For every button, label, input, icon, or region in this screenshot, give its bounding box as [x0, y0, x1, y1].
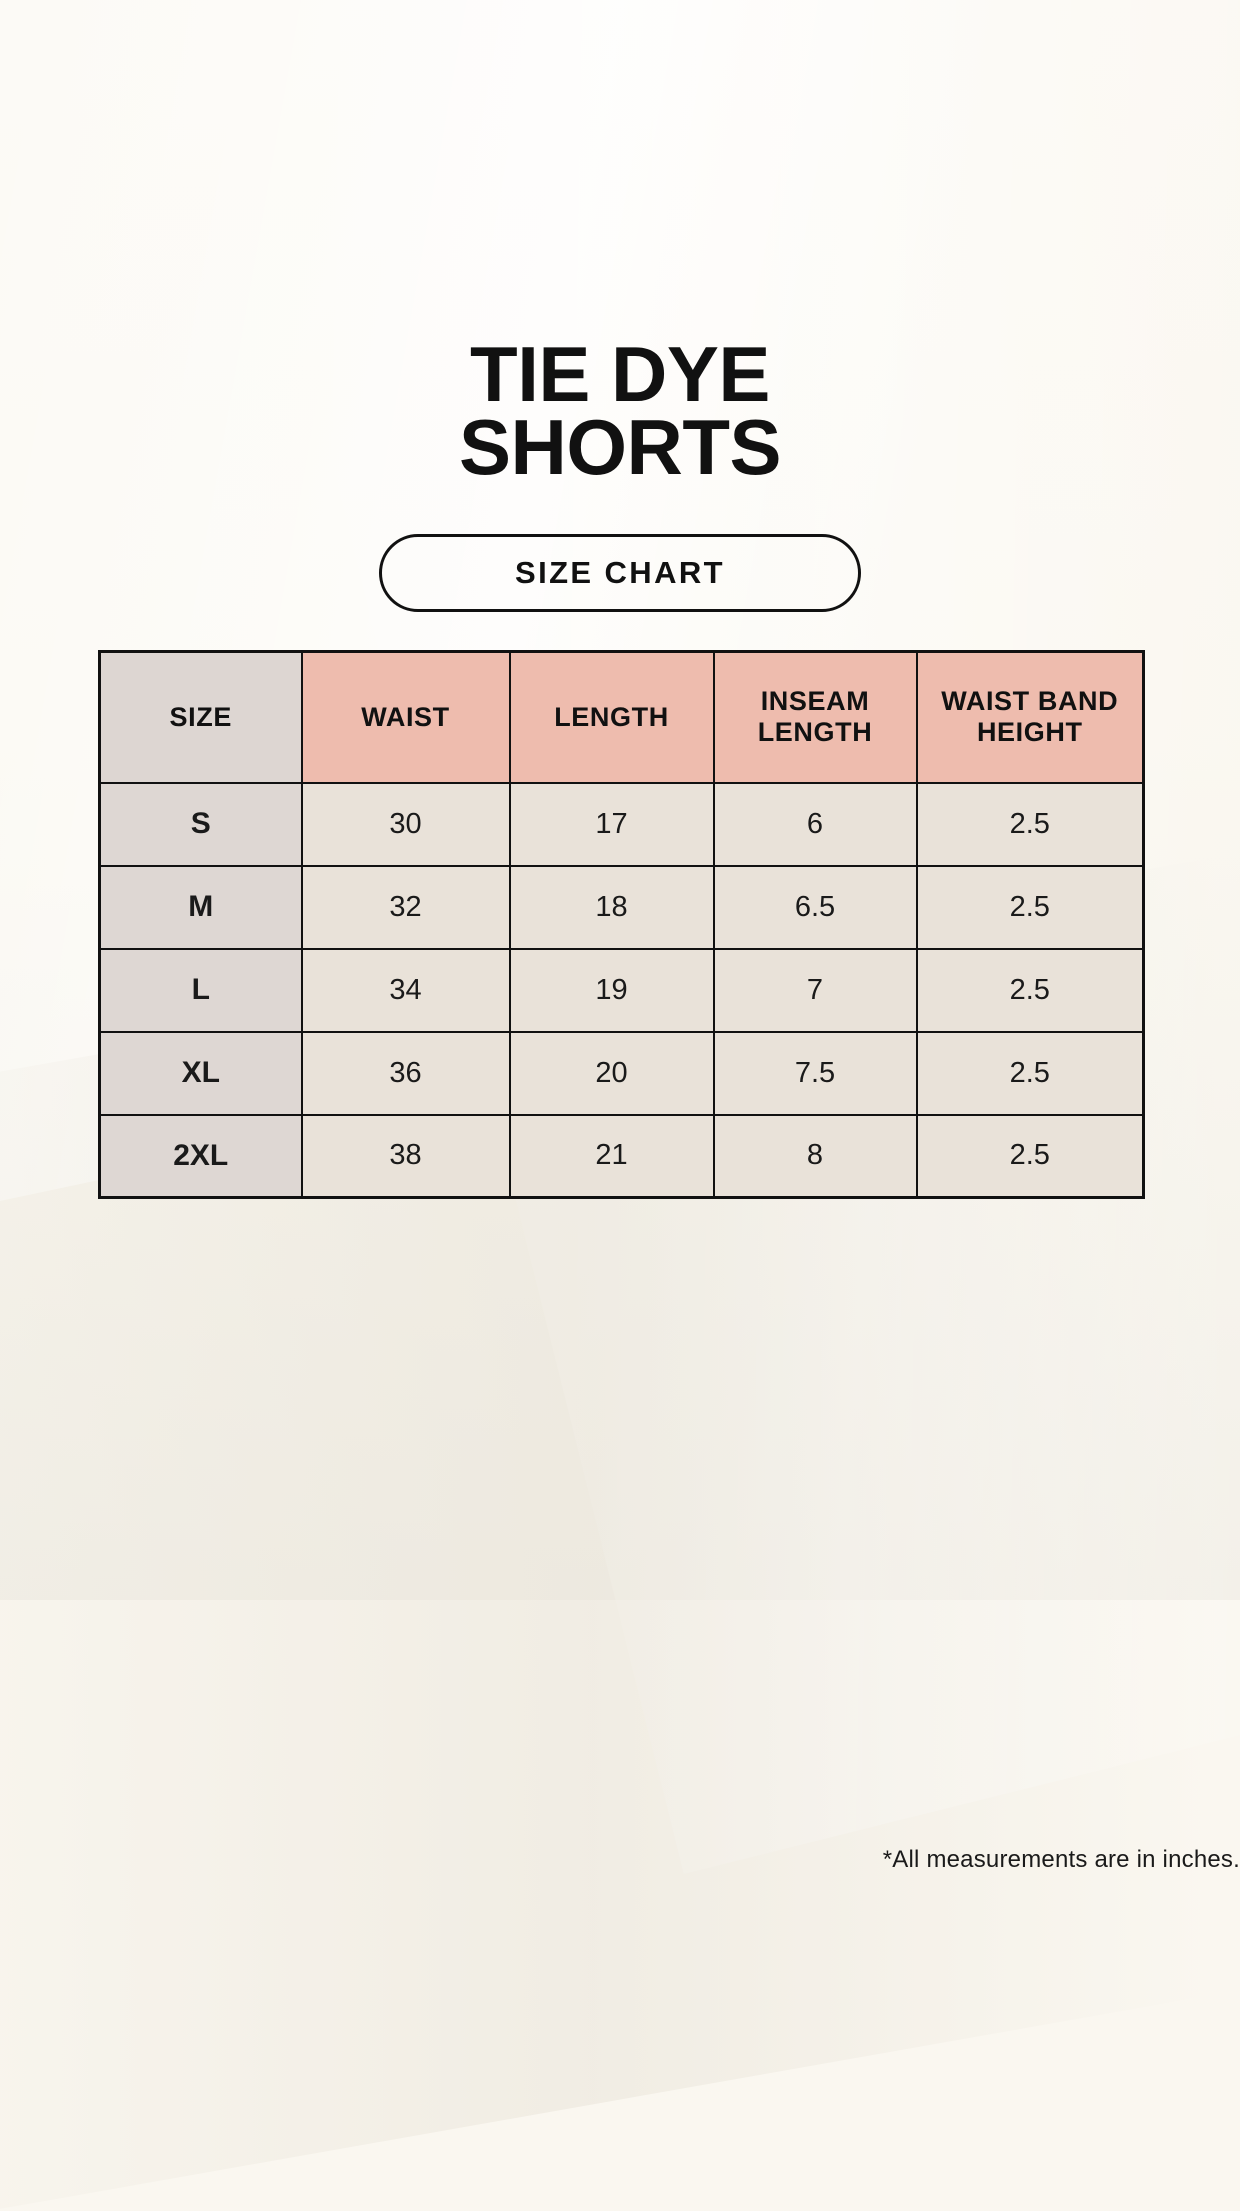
- table-row: XL 36 20 7.5 2.5: [98, 1030, 1145, 1116]
- table-row: S 30 17 6 2.5: [98, 781, 1145, 867]
- cell-length: 20: [508, 1030, 715, 1116]
- cell-inseam-length: 7.5: [712, 1030, 918, 1116]
- table-body: S 30 17 6 2.5 M 32 18 6.5 2.5 L 34 19: [98, 781, 1145, 1199]
- cell-waist-band-height: 2.5: [915, 781, 1145, 867]
- cell-length: 18: [508, 864, 715, 950]
- cell-waist: 38: [300, 1113, 511, 1199]
- cell-waist: 36: [300, 1030, 511, 1116]
- cell-waist-band-height: 2.5: [915, 1030, 1145, 1116]
- cell-inseam-length: 8: [712, 1113, 918, 1199]
- size-chart-table: SIZE WAIST LENGTH INSEAM LENGTH WAIST BA…: [98, 650, 1145, 1199]
- table-header-row: SIZE WAIST LENGTH INSEAM LENGTH WAIST BA…: [98, 650, 1145, 784]
- cell-size: S: [98, 781, 303, 867]
- size-chart-badge: SIZE CHART: [379, 534, 861, 612]
- table-row: M 32 18 6.5 2.5: [98, 864, 1145, 950]
- cell-waist-band-height: 2.5: [915, 1113, 1145, 1199]
- page-title: TIE DYE SHORTS: [0, 330, 1240, 491]
- table-row: 2XL 38 21 8 2.5: [98, 1113, 1145, 1199]
- cell-inseam-length: 6.5: [712, 864, 918, 950]
- page-title-line-2: SHORTS: [458, 402, 782, 491]
- column-header-waist: WAIST: [300, 650, 511, 784]
- cell-inseam-length: 6: [712, 781, 918, 867]
- cell-size: L: [98, 947, 303, 1033]
- cell-waist: 34: [300, 947, 511, 1033]
- cell-size: 2XL: [98, 1113, 303, 1199]
- cell-waist-band-height: 2.5: [915, 947, 1145, 1033]
- table-row: L 34 19 7 2.5: [98, 947, 1145, 1033]
- column-header-waist-band-height: WAIST BAND HEIGHT: [915, 650, 1145, 784]
- cell-size: M: [98, 864, 303, 950]
- measurement-units-note: *All measurements are in inches.: [882, 1846, 1240, 1873]
- page-title-line-1: TIE DYE: [470, 330, 770, 418]
- cell-length: 17: [508, 781, 715, 867]
- column-header-inseam-length: INSEAM LENGTH: [712, 650, 918, 784]
- size-chart-badge-label: SIZE CHART: [515, 555, 725, 590]
- cell-inseam-length: 7: [712, 947, 918, 1033]
- column-header-length: LENGTH: [508, 650, 715, 784]
- table-header: SIZE WAIST LENGTH INSEAM LENGTH WAIST BA…: [98, 650, 1145, 784]
- cell-waist: 30: [300, 781, 511, 867]
- cell-length: 21: [508, 1113, 715, 1199]
- size-chart-page: TIE DYE SHORTS SIZE CHART SIZE WAIST LEN…: [0, 330, 1240, 1873]
- size-chart-table-container: SIZE WAIST LENGTH INSEAM LENGTH WAIST BA…: [98, 650, 1240, 1873]
- cell-size: XL: [98, 1030, 303, 1116]
- cell-waist-band-height: 2.5: [915, 864, 1145, 950]
- column-header-size: SIZE: [98, 650, 303, 784]
- cell-length: 19: [508, 947, 715, 1033]
- cell-waist: 32: [300, 864, 511, 950]
